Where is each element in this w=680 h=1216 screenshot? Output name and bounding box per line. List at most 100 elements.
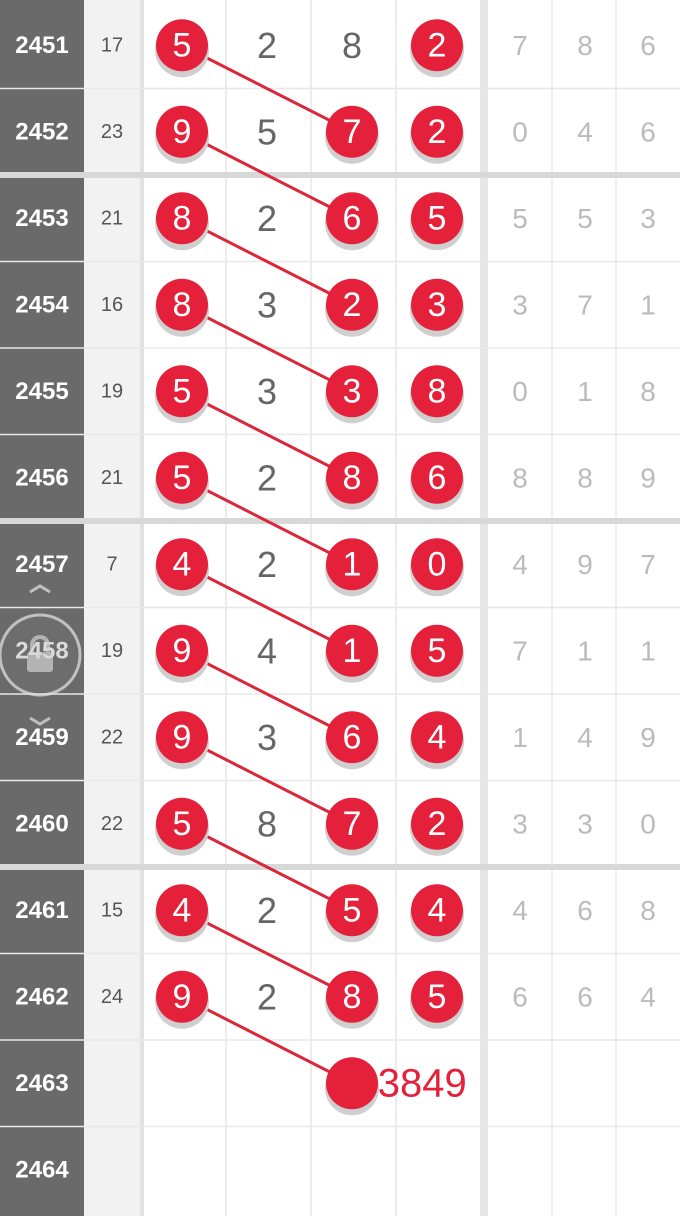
trend-line xyxy=(181,476,353,566)
digit: 2 xyxy=(257,198,277,239)
trend-line xyxy=(181,822,353,912)
tail-digit: 7 xyxy=(512,635,528,666)
arrow-down[interactable] xyxy=(29,716,51,726)
sum: 22 xyxy=(101,726,123,748)
digit: 3 xyxy=(257,371,277,412)
tail-digit: 0 xyxy=(640,808,656,839)
issue: 2451 xyxy=(15,32,68,59)
trend-line xyxy=(181,389,353,480)
digit: 2 xyxy=(257,976,277,1017)
tail-digit: 6 xyxy=(577,981,593,1012)
ball xyxy=(411,278,463,331)
trend-line xyxy=(181,216,353,307)
digit: 2 xyxy=(257,457,277,498)
ball-digit: 5 xyxy=(428,632,447,670)
tail-digit: 8 xyxy=(577,462,593,493)
digit: 2 xyxy=(257,25,277,66)
ball-digit: 0 xyxy=(428,545,447,583)
ball xyxy=(411,884,463,937)
ball-digit: 1 xyxy=(343,632,362,670)
digit: 4 xyxy=(257,630,277,671)
ball xyxy=(156,451,208,504)
ball xyxy=(326,884,378,937)
tail-digit: 1 xyxy=(577,376,593,407)
tail-digit: 7 xyxy=(577,289,593,320)
sum: 23 xyxy=(101,121,123,143)
ball xyxy=(156,365,208,418)
ball xyxy=(156,797,208,850)
tail-digit: 4 xyxy=(577,116,593,147)
tail-digit: 4 xyxy=(577,722,593,753)
ball xyxy=(411,105,463,158)
ball xyxy=(411,797,463,850)
tail-digit: 4 xyxy=(512,895,528,926)
sum: 7 xyxy=(106,553,117,575)
tail-digit: 1 xyxy=(640,289,656,320)
tail-digit: 3 xyxy=(512,808,528,839)
issue: 2464 xyxy=(15,1156,69,1183)
ball-digit: 7 xyxy=(343,805,362,843)
ball-digit: 3 xyxy=(343,372,362,410)
tail-digit: 5 xyxy=(577,203,593,234)
ball-digit: 2 xyxy=(428,26,447,64)
ball-digit: 9 xyxy=(173,978,192,1016)
trend-line xyxy=(181,130,353,220)
ball xyxy=(411,711,463,764)
tail-digit: 8 xyxy=(640,895,656,926)
tail-digit: 9 xyxy=(640,462,656,493)
sum: 15 xyxy=(101,899,123,921)
ball xyxy=(326,538,378,591)
trend-line xyxy=(181,908,353,999)
tail-digit: 0 xyxy=(512,116,528,147)
tail-digit: 7 xyxy=(640,549,656,580)
tail-digit: 3 xyxy=(640,203,656,234)
sum: 22 xyxy=(101,813,123,835)
digit: 3 xyxy=(257,284,277,325)
issue: 2453 xyxy=(15,205,68,232)
ball-digit: 5 xyxy=(173,26,192,64)
tail-digit: 3 xyxy=(512,289,528,320)
ball-digit: 1 xyxy=(343,545,362,583)
ball-digit: 9 xyxy=(173,718,192,756)
ball xyxy=(326,711,378,764)
ball xyxy=(156,19,208,72)
trend-line xyxy=(181,995,353,1085)
issue: 2457 xyxy=(15,551,68,578)
ball-digit: 8 xyxy=(173,199,192,237)
lock-button[interactable] xyxy=(0,584,82,726)
ball-digit: 2 xyxy=(428,113,447,151)
ball xyxy=(411,538,463,591)
ball-digit: 2 xyxy=(343,286,362,324)
tail-digit: 1 xyxy=(512,722,528,753)
ball-digit: 4 xyxy=(428,891,447,929)
sum: 17 xyxy=(101,34,123,56)
sum: 21 xyxy=(101,207,123,229)
ball-digit: 4 xyxy=(173,545,192,583)
tail-digit: 4 xyxy=(512,549,528,580)
ball-digit: 7 xyxy=(343,113,362,151)
ball xyxy=(156,105,208,158)
trend-lines xyxy=(181,43,353,1085)
ball xyxy=(411,451,463,504)
ball-digit: 6 xyxy=(428,459,447,497)
ball-digit: 8 xyxy=(343,459,362,497)
arrow-up[interactable] xyxy=(29,584,51,594)
sum: 24 xyxy=(101,986,123,1008)
ball-digit: 3 xyxy=(428,286,447,324)
tail-digit: 8 xyxy=(577,30,593,61)
tail-digit: 8 xyxy=(512,462,528,493)
digit: 3 xyxy=(257,717,277,758)
tail-digit: 1 xyxy=(640,635,656,666)
ball xyxy=(411,970,463,1023)
trend-line xyxy=(181,43,353,134)
ball-digit: 5 xyxy=(173,805,192,843)
issue: 2455 xyxy=(15,378,68,405)
issue: 2463 xyxy=(15,1070,68,1097)
sum: 19 xyxy=(101,380,123,402)
ball-digit: 4 xyxy=(428,718,447,756)
ball xyxy=(156,884,208,937)
ball xyxy=(326,797,378,850)
lock-shackle xyxy=(30,635,50,652)
